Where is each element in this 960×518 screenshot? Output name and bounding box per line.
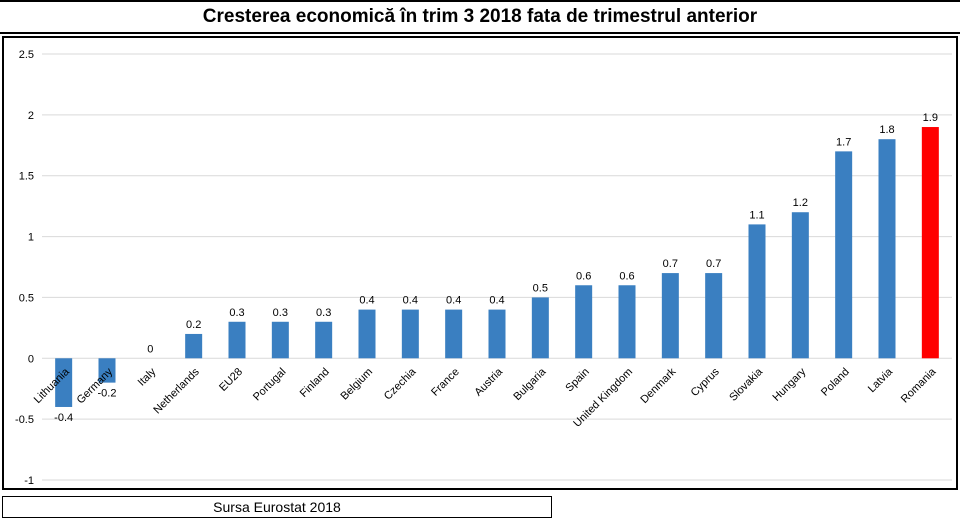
category-label: Italy bbox=[136, 366, 159, 389]
data-label: -0.2 bbox=[98, 388, 117, 400]
data-label: 1.7 bbox=[836, 136, 851, 148]
chart-title: Cresterea economică în trim 3 2018 fata … bbox=[202, 6, 758, 27]
data-label: 0 bbox=[147, 343, 153, 355]
y-tick-label: -1 bbox=[24, 475, 34, 487]
data-label: 0.7 bbox=[663, 258, 678, 270]
data-label: 0.4 bbox=[359, 295, 374, 307]
data-label: 0.6 bbox=[576, 270, 591, 282]
data-label: -0.4 bbox=[54, 412, 73, 424]
chart-title-bar: Cresterea economică în trim 3 2018 fata … bbox=[0, 0, 960, 34]
data-label: 1.9 bbox=[923, 112, 938, 124]
y-tick-label: 2 bbox=[28, 110, 34, 122]
data-label: 0.4 bbox=[446, 295, 461, 307]
category-label: Denmark bbox=[638, 366, 678, 406]
category-label: Austria bbox=[472, 365, 505, 398]
y-tick-label: -0.5 bbox=[15, 414, 34, 426]
category-label: Cyprus bbox=[689, 366, 722, 399]
source-note: Sursa Eurostat 2018 bbox=[213, 499, 341, 515]
source-note-box: Sursa Eurostat 2018 bbox=[2, 496, 552, 518]
category-label: Germany bbox=[75, 366, 116, 407]
category-label: Hungary bbox=[771, 366, 809, 404]
category-label: Slovakia bbox=[727, 365, 766, 404]
bar-finland bbox=[315, 321, 333, 359]
category-label: Portugal bbox=[251, 366, 288, 403]
y-tick-label: 1 bbox=[28, 232, 34, 244]
bar-slovakia bbox=[748, 224, 766, 359]
bar-spain bbox=[575, 285, 593, 359]
category-label: Poland bbox=[819, 366, 852, 399]
data-label: 0.6 bbox=[619, 270, 634, 282]
y-tick-label: 0.5 bbox=[19, 292, 34, 304]
bar-latvia bbox=[878, 139, 896, 359]
data-label: 1.8 bbox=[879, 124, 894, 136]
bar-cyprus bbox=[705, 273, 723, 359]
y-tick-label: 1.5 bbox=[19, 171, 34, 183]
data-label: 0.4 bbox=[489, 295, 504, 307]
bar-denmark bbox=[661, 273, 679, 359]
data-label: 1.2 bbox=[793, 197, 808, 209]
bar-belgium bbox=[358, 309, 376, 359]
bar-united-kingdom bbox=[618, 285, 636, 359]
bar-lithuania bbox=[55, 358, 73, 407]
category-label: EU28 bbox=[217, 366, 245, 394]
data-label: 0.7 bbox=[706, 258, 721, 270]
category-label: Bulgaria bbox=[511, 365, 549, 403]
data-label: 0.4 bbox=[403, 295, 418, 307]
bar-germany bbox=[98, 358, 116, 383]
bar-hungary bbox=[791, 212, 809, 359]
bar-austria bbox=[488, 309, 506, 359]
bar-poland bbox=[835, 151, 853, 359]
bar-bulgaria bbox=[531, 297, 549, 359]
category-label: Belgium bbox=[339, 366, 376, 403]
bar-france bbox=[445, 309, 463, 359]
bar-portugal bbox=[271, 321, 289, 359]
category-label: Spain bbox=[563, 366, 591, 394]
data-label: 0.2 bbox=[186, 319, 201, 331]
data-label: 0.5 bbox=[533, 282, 548, 294]
category-label: Czechia bbox=[382, 365, 419, 402]
chart-frame: -1 -0.5 0 0.5 1 1.5 2 2.5 -0.4 Lithuania -0.2 Germa… bbox=[2, 36, 958, 490]
bar-romania bbox=[921, 127, 939, 359]
data-label: 1.1 bbox=[749, 209, 764, 221]
data-label: 0.3 bbox=[229, 307, 244, 319]
bar-netherlands bbox=[185, 333, 203, 359]
data-label: 0.3 bbox=[273, 307, 288, 319]
data-label: 0.3 bbox=[316, 307, 331, 319]
category-label: France bbox=[429, 366, 462, 399]
bar-eu28 bbox=[228, 321, 246, 359]
y-tick-label: 2.5 bbox=[19, 49, 34, 61]
y-tick-label: 0 bbox=[28, 353, 34, 365]
category-label: Latvia bbox=[866, 365, 896, 395]
bar-czechia bbox=[401, 309, 419, 359]
category-label: Finland bbox=[298, 366, 332, 400]
category-label: Netherlands bbox=[151, 366, 202, 417]
category-label: Romania bbox=[899, 365, 939, 405]
